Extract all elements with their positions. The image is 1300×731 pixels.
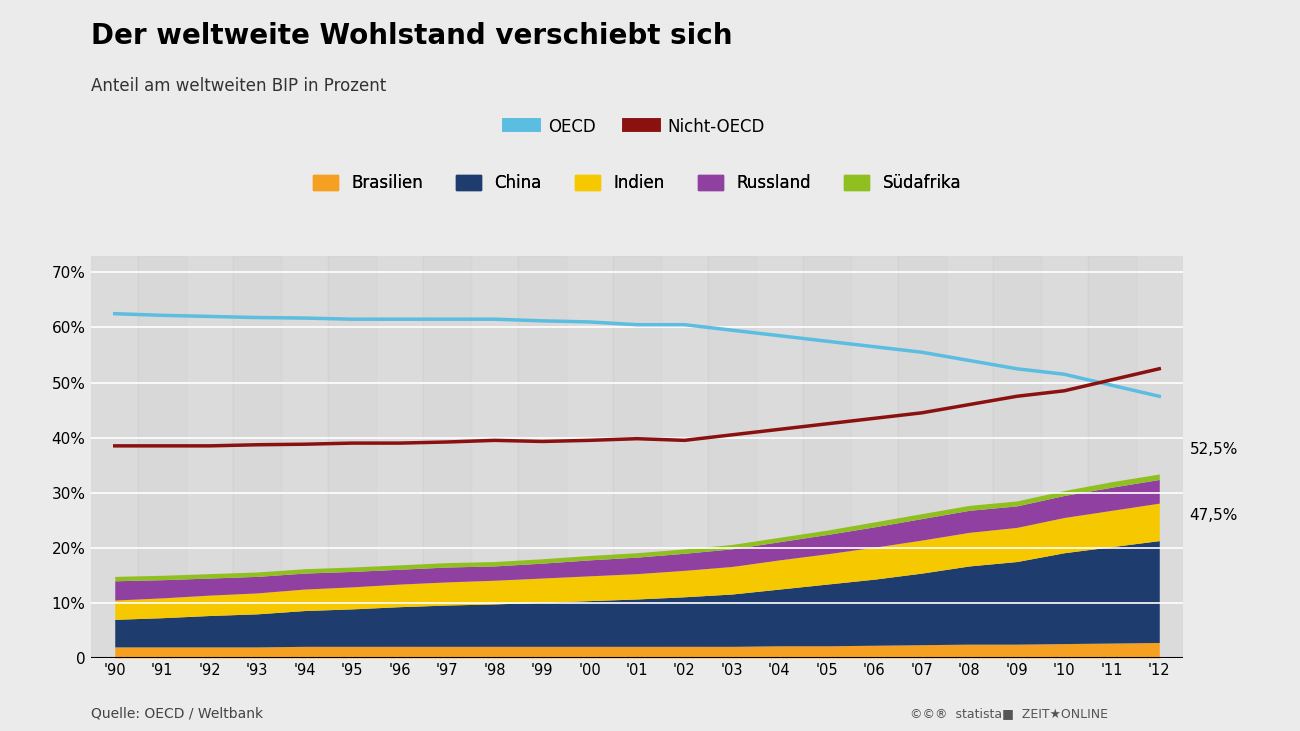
Bar — [471, 256, 519, 658]
Text: 52,5%: 52,5% — [1190, 442, 1238, 457]
Bar — [1040, 256, 1088, 658]
Bar — [1088, 256, 1135, 658]
Bar — [376, 256, 424, 658]
Bar — [850, 256, 898, 658]
Bar — [566, 256, 614, 658]
Bar — [803, 256, 850, 658]
Text: Quelle: OECD / Weltbank: Quelle: OECD / Weltbank — [91, 706, 263, 720]
Bar — [1135, 256, 1183, 658]
Bar — [945, 256, 993, 658]
Text: 47,5%: 47,5% — [1190, 508, 1238, 523]
Bar — [614, 256, 660, 658]
Text: Anteil am weltweiten BIP in Prozent: Anteil am weltweiten BIP in Prozent — [91, 77, 386, 95]
Bar — [91, 256, 139, 658]
Text: ©©®  statista■  ZEIT★ONLINE: ©©® statista■ ZEIT★ONLINE — [910, 707, 1108, 720]
Bar — [139, 256, 186, 658]
Bar — [186, 256, 234, 658]
Bar — [234, 256, 281, 658]
Bar — [993, 256, 1040, 658]
Bar — [660, 256, 708, 658]
Bar — [329, 256, 376, 658]
Legend: Brasilien, China, Indien, Russland, Südafrika: Brasilien, China, Indien, Russland, Süda… — [306, 167, 968, 199]
Bar — [898, 256, 945, 658]
Bar — [519, 256, 566, 658]
Bar — [424, 256, 471, 658]
Text: Der weltweite Wohlstand verschiebt sich: Der weltweite Wohlstand verschiebt sich — [91, 22, 732, 50]
Bar — [281, 256, 329, 658]
Bar — [708, 256, 755, 658]
Bar — [755, 256, 803, 658]
